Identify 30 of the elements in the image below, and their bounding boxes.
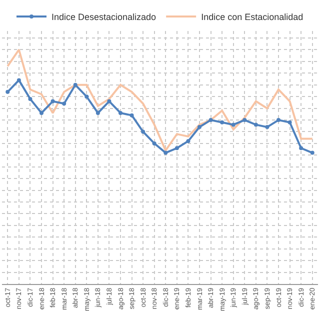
point	[254, 122, 258, 127]
point	[16, 78, 21, 82]
point	[118, 110, 122, 115]
point	[62, 102, 66, 106]
point	[6, 90, 10, 94]
point	[130, 113, 134, 118]
point	[152, 141, 156, 146]
point	[299, 146, 304, 150]
point	[186, 139, 190, 144]
point	[40, 110, 44, 115]
point	[231, 122, 236, 127]
point	[310, 150, 314, 155]
point	[84, 94, 89, 99]
point	[50, 99, 55, 104]
point	[208, 118, 213, 122]
point	[174, 146, 179, 150]
point	[107, 99, 112, 104]
point	[164, 150, 168, 155]
point	[141, 130, 146, 134]
point	[242, 118, 247, 122]
point	[96, 110, 100, 115]
point	[276, 118, 280, 122]
point	[288, 120, 292, 124]
legend-label: Indice con Estacionalidad	[201, 12, 304, 22]
point	[198, 125, 202, 130]
legend-label: Indice Desestacionalizado	[52, 12, 156, 22]
point	[28, 96, 32, 101]
point	[265, 125, 270, 130]
point	[73, 82, 78, 87]
point	[220, 120, 224, 124]
